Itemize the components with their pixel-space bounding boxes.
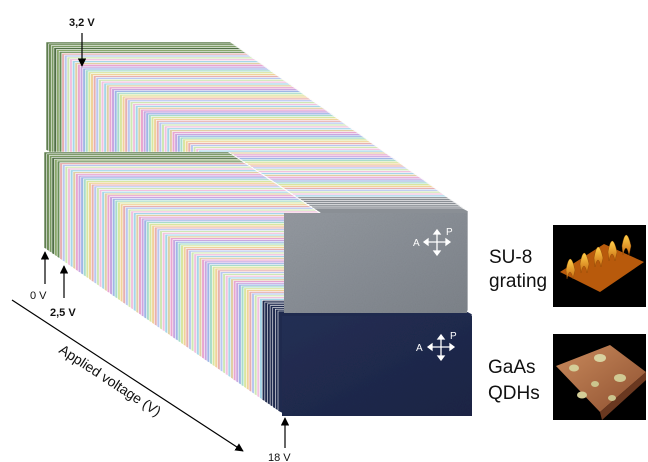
label-3-2v: 3,2 V [69,17,95,29]
gaas-qdh-thumbnail [553,334,646,420]
polarizer-label-top: P [446,227,453,238]
voltage-axis-arrow [11,299,244,452]
polarizer-cross-icon [426,333,456,362]
grating-ridge [621,234,632,256]
label-18v: 18 V [268,452,291,462]
sample-bottom-line1: GaAs [488,357,536,378]
grating-ridge [593,246,604,268]
polarizer-label-bottom: P [450,331,457,342]
voltage-markers: 3,2 V 0 V 2,5 V 18 V [30,17,291,462]
sample-bottom-line2: QDHs [488,383,540,404]
sample-top-line2: grating [489,271,547,292]
bottom-front-frame: A P [282,316,472,416]
polarizer-cross-icon [422,228,452,257]
sample-top-line1: SU-8 [489,247,532,268]
label-0v: 0 V [30,290,47,302]
axis-label: Applied voltage (V) [56,341,164,419]
analyzer-label-bottom: A [416,343,423,354]
su8-grating-thumbnail [553,225,646,307]
grating-ridge [565,258,576,280]
top-front-frame: A P [284,213,467,313]
label-2-5v: 2,5 V [50,307,76,319]
grating-ridge [579,252,590,274]
grating-ridge [607,240,618,262]
sample-labels: SU-8 grating GaAs QDHs [488,247,547,404]
analyzer-label-top: A [413,238,420,249]
